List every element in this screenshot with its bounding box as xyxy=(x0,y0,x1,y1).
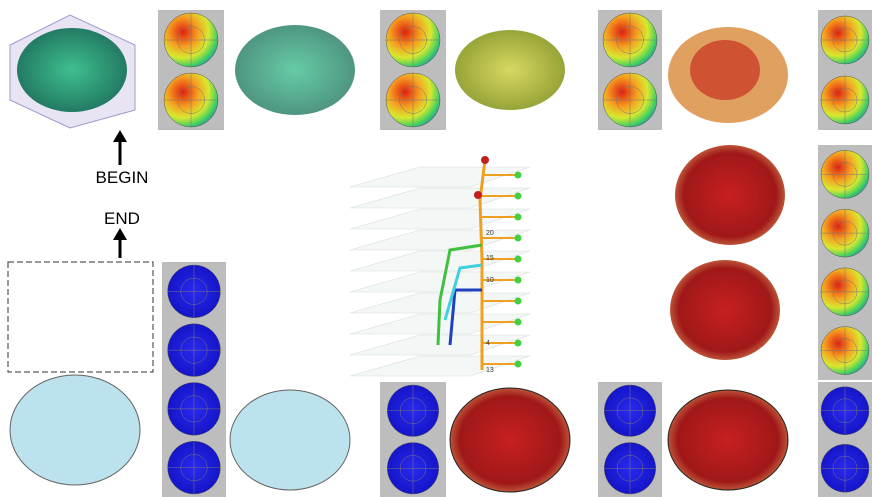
node-label: 15 xyxy=(486,255,494,262)
layer-plane xyxy=(350,209,530,229)
begin-label: BEGIN xyxy=(96,168,149,187)
layer-plane xyxy=(350,167,530,187)
node xyxy=(515,172,522,179)
layer-plane xyxy=(350,251,530,271)
node xyxy=(515,214,522,221)
layer-plane xyxy=(350,188,530,208)
layer-plane xyxy=(350,272,530,292)
figure: BEGIN END 20 15 10 4 13 xyxy=(0,0,872,497)
node xyxy=(515,340,522,347)
node xyxy=(515,235,522,242)
render-blob xyxy=(675,145,785,245)
node xyxy=(515,361,522,368)
render-blob xyxy=(668,390,788,490)
render-blob xyxy=(450,388,570,492)
render-blob xyxy=(10,375,140,485)
node xyxy=(515,256,522,263)
timeline-graph: 20 15 10 4 13 xyxy=(350,156,530,376)
node xyxy=(515,193,522,200)
render-blob xyxy=(230,390,350,490)
node-label: 13 xyxy=(486,367,494,374)
node xyxy=(481,156,489,164)
render-blob xyxy=(670,260,780,360)
layer-plane xyxy=(350,335,530,355)
node xyxy=(515,298,522,305)
node-label: 4 xyxy=(486,340,490,347)
node-label: 20 xyxy=(486,230,494,237)
node-label: 10 xyxy=(486,277,494,284)
render-blob xyxy=(455,30,565,110)
node xyxy=(474,191,482,199)
wire-sketch xyxy=(8,262,153,372)
layer-plane xyxy=(350,356,530,376)
layer-plane xyxy=(350,230,530,250)
node xyxy=(515,319,522,326)
arrows xyxy=(113,130,127,258)
node xyxy=(515,277,522,284)
end-label: END xyxy=(104,209,140,228)
volume-cube xyxy=(10,15,135,128)
render-blob xyxy=(690,40,760,100)
render-blob xyxy=(235,25,355,115)
